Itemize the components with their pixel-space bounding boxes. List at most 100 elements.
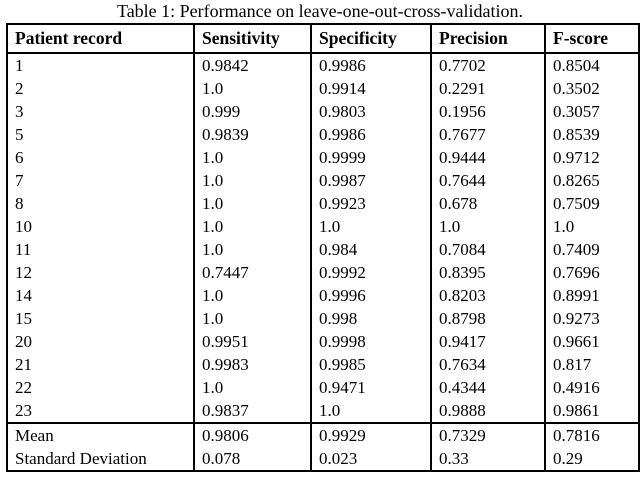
value-cell: 0.9842 <box>193 53 311 77</box>
patient-record-cell: 7 <box>15 170 24 190</box>
value-cell: 0.7644 <box>430 169 545 192</box>
table-row: 3 0.999 0.9803 0.1956 0.3057 <box>7 100 639 123</box>
header-f-score: F-score <box>544 24 639 54</box>
patient-record-cell: 23 <box>15 400 32 420</box>
header-specificity: Specificity <box>310 24 431 54</box>
value-cell: 1.0 <box>193 284 311 307</box>
value-cell: 0.7509 <box>544 192 639 215</box>
value-cell: 0.7084 <box>430 238 545 261</box>
value-cell: 0.3502 <box>544 77 639 100</box>
table-row: 6 1.0 0.9999 0.9444 0.9712 <box>7 146 639 169</box>
table-caption: Table 1: Performance on leave-one-out-cr… <box>116 1 524 21</box>
value-cell: 0.817 <box>544 353 639 376</box>
value-cell: 0.9417 <box>430 330 545 353</box>
value-cell: 0.7409 <box>544 238 639 261</box>
value-cell: 0.9914 <box>310 77 431 100</box>
value-cell: 0.9985 <box>310 353 431 376</box>
value-cell: 1.0 <box>193 192 311 215</box>
value-cell: 0.4916 <box>544 376 639 399</box>
value-cell: 0.8539 <box>544 123 639 146</box>
value-cell: 0.9888 <box>430 399 545 423</box>
value-cell: 0.9923 <box>310 192 431 215</box>
value-cell: 1.0 <box>193 169 311 192</box>
patient-record-cell: 6 <box>15 147 24 167</box>
value-cell: 0.8504 <box>544 53 639 77</box>
patient-record-cell: 21 <box>15 354 32 374</box>
value-cell: 1.0 <box>193 307 311 330</box>
value-cell: 0.9861 <box>544 399 639 423</box>
patient-record-cell: 5 <box>15 124 24 144</box>
patient-record-cell: 2 <box>15 78 24 98</box>
value-cell: 0.9986 <box>310 53 431 77</box>
table-row: 5 0.9839 0.9986 0.7677 0.8539 <box>7 123 639 146</box>
value-cell: 1.0 <box>310 399 431 423</box>
patient-record-cell: 11 <box>15 239 32 259</box>
table-row: 22 1.0 0.9471 0.4344 0.4916 <box>7 376 639 399</box>
header-sensitivity: Sensitivity <box>193 24 311 54</box>
value-cell: 1.0 <box>193 238 311 261</box>
value-cell: 1.0 <box>544 215 639 238</box>
value-cell: 0.7696 <box>544 261 639 284</box>
value-cell: 0.9951 <box>193 330 311 353</box>
value-cell: 0.678 <box>430 192 545 215</box>
value-cell: 0.998 <box>310 307 431 330</box>
table-row: 23 0.9837 1.0 0.9888 0.9861 <box>7 399 639 423</box>
value-cell: 0.9986 <box>310 123 431 146</box>
value-cell: 0.7447 <box>193 261 311 284</box>
value-cell: 0.7702 <box>430 53 545 77</box>
header-precision: Precision <box>430 24 545 54</box>
value-cell: 0.9471 <box>310 376 431 399</box>
table-row: 8 1.0 0.9923 0.678 0.7509 <box>7 192 639 215</box>
patient-record-cell: 15 <box>15 308 32 328</box>
table-row: 2 1.0 0.9914 0.2291 0.3502 <box>7 77 639 100</box>
value-cell: 0.7677 <box>430 123 545 146</box>
value-cell: 0.9996 <box>310 284 431 307</box>
value-cell: 0.023 <box>310 447 431 471</box>
patient-record-cell: 10 <box>15 216 32 236</box>
performance-table: Patient record Sensitivity Specificity P… <box>6 23 640 472</box>
patient-record-cell: 14 <box>15 285 32 305</box>
value-cell: 0.9712 <box>544 146 639 169</box>
value-cell: 0.9983 <box>193 353 311 376</box>
summary-row: Standard Deviation 0.078 0.023 0.33 0.29 <box>7 447 639 471</box>
table-row: 1 0.9842 0.9986 0.7702 0.8504 <box>7 53 639 77</box>
table-row: 14 1.0 0.9996 0.8203 0.8991 <box>7 284 639 307</box>
value-cell: 0.078 <box>193 447 311 471</box>
patient-record-cell: 22 <box>15 377 32 397</box>
patient-record-cell: 3 <box>15 101 24 121</box>
header-patient-record: Patient record <box>7 24 194 54</box>
value-cell: 0.2291 <box>430 77 545 100</box>
value-cell: 0.9661 <box>544 330 639 353</box>
value-cell: 0.1956 <box>430 100 545 123</box>
value-cell: 0.9444 <box>430 146 545 169</box>
value-cell: 0.8395 <box>430 261 545 284</box>
value-cell: 0.9999 <box>310 146 431 169</box>
value-cell: 0.999 <box>193 100 311 123</box>
value-cell: 0.9803 <box>310 100 431 123</box>
summary-row: Mean 0.9806 0.9929 0.7329 0.7816 <box>7 422 639 447</box>
value-cell: 0.9998 <box>310 330 431 353</box>
table-row: 20 0.9951 0.9998 0.9417 0.9661 <box>7 330 639 353</box>
value-cell: 0.9837 <box>193 399 311 423</box>
value-cell: 0.7634 <box>430 353 545 376</box>
value-cell: 1.0 <box>193 215 311 238</box>
patient-record-cell: 8 <box>15 193 24 213</box>
table-row: 10 1.0 1.0 1.0 1.0 <box>7 215 639 238</box>
table-body: 1 0.9842 0.9986 0.7702 0.8504 2 1.0 0.9914 0.229… <box>7 53 639 423</box>
value-cell: 1.0 <box>310 215 431 238</box>
value-cell: 0.9806 <box>193 422 311 447</box>
table-row: 7 1.0 0.9987 0.7644 0.8265 <box>7 169 639 192</box>
value-cell: 0.7329 <box>430 422 545 447</box>
value-cell: 0.9839 <box>193 123 311 146</box>
value-cell: 0.8203 <box>430 284 545 307</box>
table-row: 11 1.0 0.984 0.7084 0.7409 <box>7 238 639 261</box>
patient-record-cell: 12 <box>15 262 32 282</box>
value-cell: 0.33 <box>430 447 545 471</box>
patient-record-cell: 20 <box>15 331 32 351</box>
patient-record-cell: 1 <box>15 55 24 75</box>
value-cell: 1.0 <box>193 376 311 399</box>
value-cell: 0.9929 <box>310 422 431 447</box>
table-summary-body: Mean 0.9806 0.9929 0.7329 0.7816 Standard Dev… <box>7 422 639 471</box>
table-row: 15 1.0 0.998 0.8798 0.9273 <box>7 307 639 330</box>
